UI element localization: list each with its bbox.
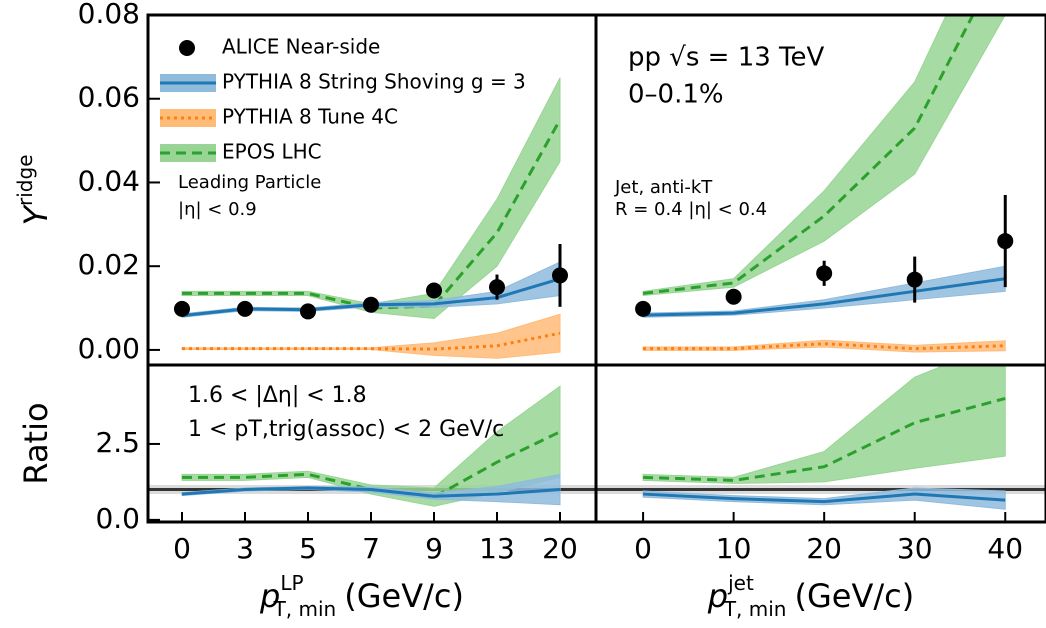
- error-band: [642, 15, 1006, 297]
- x-tick-label: 40: [987, 532, 1023, 565]
- series-line: [643, 492, 1006, 504]
- annotation: 0–0.1%: [628, 80, 724, 110]
- plot-area: [148, 385, 596, 507]
- x-tick-label: 13: [479, 532, 515, 565]
- x-tick-label: 30: [897, 532, 933, 565]
- y-tick-label: 0.02: [78, 248, 140, 281]
- data-point: [635, 300, 652, 317]
- data-point: [300, 303, 316, 320]
- x-tick-label: 0: [173, 532, 191, 565]
- error-band: [181, 313, 561, 359]
- annotation: |η| < 0.9: [178, 199, 257, 220]
- x-tick-label: 10: [716, 532, 752, 565]
- data-point: [816, 265, 833, 282]
- label-base: Y: [17, 204, 55, 226]
- label-sup: jet: [727, 571, 754, 595]
- x-tick-label: 3: [236, 532, 254, 565]
- plot-area: [635, 15, 1014, 353]
- y-tick-label: 0.04: [78, 164, 140, 197]
- error-band: [181, 77, 561, 320]
- data-point: [237, 300, 253, 317]
- legend-marker: [179, 40, 195, 56]
- x-tick-label: 0: [634, 532, 652, 565]
- annotation: pp √s = 13 TeV: [628, 43, 825, 73]
- x-tick-label: 5: [299, 532, 317, 565]
- annotation: R = 0.4 |η| < 0.4: [615, 199, 767, 220]
- x-axis-label: pLP T, min (GeV/c): [259, 571, 464, 621]
- annotation: Leading Particle: [178, 172, 321, 193]
- data-point: [174, 300, 190, 317]
- error-band: [642, 265, 1006, 318]
- series-line: [643, 342, 1006, 351]
- y-tick-label: 0.0: [95, 502, 140, 535]
- y-tick-label: 0.08: [78, 0, 140, 30]
- label-sup: ridge: [13, 154, 37, 205]
- error-band: [642, 339, 1006, 353]
- y-axis-label: Ratio: [17, 402, 55, 484]
- legend-band: [160, 144, 216, 162]
- y-tick-label: 0.00: [78, 332, 140, 365]
- data-point: [725, 288, 742, 305]
- y-tick-label: 0.06: [78, 81, 140, 114]
- error-band: [642, 365, 1006, 484]
- x-tick-label: 20: [542, 532, 578, 565]
- series-line: [182, 331, 561, 351]
- legend-label: EPOS LHC: [222, 140, 322, 164]
- series-line: [182, 430, 561, 499]
- label-base: p: [259, 577, 280, 615]
- data-point: [552, 267, 568, 284]
- series-line: [181, 486, 561, 498]
- series-line: [643, 277, 1006, 317]
- annotation: 1 < pT,trig(assoc) < 2 GeV/c: [188, 417, 504, 442]
- y-axis-label: Yridge: [13, 154, 56, 225]
- x-tick-label: 9: [425, 532, 443, 565]
- panel-frame: [594, 363, 1046, 524]
- label-base: Ratio: [17, 402, 55, 484]
- x-axis-label: pjet T, min (GeV/c): [707, 571, 914, 621]
- label-unit: (GeV/c): [344, 577, 464, 615]
- data-point: [363, 296, 379, 313]
- plot-area: [174, 77, 568, 359]
- x-tick-label: 7: [362, 532, 380, 565]
- label-base: p: [707, 577, 728, 615]
- data-point: [906, 271, 923, 288]
- data-point: [489, 279, 505, 296]
- annotation: 1.6 < |Δη| < 1.8: [188, 383, 367, 408]
- data-point: [997, 233, 1014, 250]
- label-unit: (GeV/c): [794, 577, 914, 615]
- legend-label: PYTHIA 8 Tune 4C: [222, 105, 398, 129]
- label-sup: LP: [280, 571, 303, 595]
- legend-label: ALICE Near-side: [222, 35, 380, 59]
- series-line: [643, 396, 1006, 482]
- label-sub: T, min: [273, 597, 337, 621]
- y-tick-label: 2.5: [95, 426, 140, 459]
- plot-area: [596, 365, 1046, 510]
- x-tick-label: 20: [806, 532, 842, 565]
- data-point: [426, 282, 442, 299]
- label-sub: T, min: [723, 597, 787, 621]
- annotation: Jet, anti-kT: [614, 177, 713, 198]
- legend-label: PYTHIA 8 String Shoving g = 3: [222, 70, 526, 94]
